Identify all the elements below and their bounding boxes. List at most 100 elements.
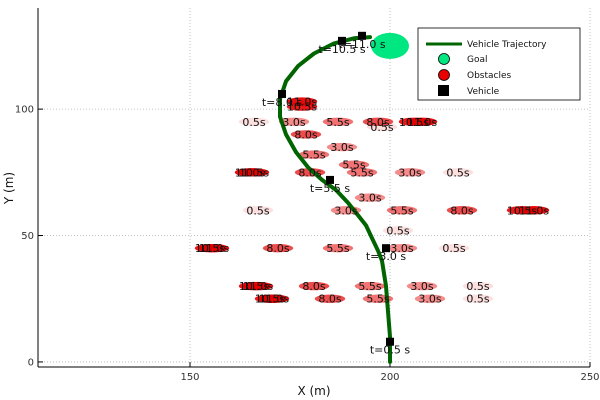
obstacle-marker <box>462 294 494 303</box>
vehicles <box>278 31 394 346</box>
obstacle-time-label: 3.0s <box>334 204 357 217</box>
legend-label-goal: Goal <box>467 55 488 65</box>
obstacle-time-label: 3.0s <box>398 166 421 179</box>
obstacle-time-label: 0.5s <box>446 166 469 179</box>
obstacle-time-label: 5.5s <box>390 204 413 217</box>
obstacle-time-label: 11.0s <box>243 280 273 293</box>
y-tick-label: 100 <box>15 105 34 116</box>
vehicle-labels: t=0.5 s t=3.0 s t=5.5 s t=8.0 s t=10.5 st=11… <box>262 38 411 357</box>
obstacle-time-label: 11.0s <box>287 96 317 109</box>
obstacle-time-label: 0.5s <box>442 242 465 255</box>
obstacle-time-label: 8.0s <box>302 280 325 293</box>
obstacle-time-label: 8.0s <box>294 128 317 141</box>
vehicle-time-label: t=11.0 s <box>338 38 386 51</box>
obstacle-time-label: 5.5s <box>342 159 365 172</box>
obstacle-marker <box>198 243 230 253</box>
obstacle-marker <box>354 281 386 291</box>
legend-obstacle-icon <box>438 69 450 81</box>
x-tick-label: 250 <box>580 372 599 383</box>
obstacle-marker <box>242 206 274 215</box>
legend-label-vehicle: Vehicle <box>467 87 500 97</box>
obstacle-marker <box>386 206 418 215</box>
obstacle-time-label: 3.0s <box>390 242 413 255</box>
obstacle-marker <box>414 294 446 303</box>
axes <box>37 8 590 368</box>
vehicle-marker <box>278 89 286 98</box>
obstacle-marker <box>386 243 418 253</box>
obstacle-marker <box>322 243 354 253</box>
obstacle-time-label: 10.5s <box>239 280 269 293</box>
obstacle-time-label: 3.0s <box>410 280 433 293</box>
obstacle-marker <box>394 168 426 177</box>
obstacle-time-label: 10.5s <box>239 166 269 179</box>
obstacle-time-label: 5.5s <box>366 293 389 306</box>
obstacle-time-label: 11.0s <box>235 166 265 179</box>
obstacle-time-label: 11.0s <box>259 293 289 306</box>
vehicle-time-label: t=8.0 s <box>262 96 303 109</box>
trajectory-line <box>278 35 392 364</box>
obstacles <box>194 97 550 303</box>
obstacle-marker <box>438 243 470 253</box>
trajectory <box>278 35 392 364</box>
legend-label-trajectory: Vehicle Trajectory <box>467 40 547 50</box>
obstacle-time-label: 8.0s <box>318 293 341 306</box>
obstacle-time-label: 3.0s <box>418 293 441 306</box>
obstacle-time-label: 11.0s <box>199 242 229 255</box>
obstacle-time-label: 10.5s <box>255 293 285 306</box>
obstacle-marker <box>242 281 274 291</box>
legend-label-obstacles: Obstacles <box>467 71 512 81</box>
obstacle-time-label: 3.0s <box>330 141 353 154</box>
obstacle-time-label: 5.5s <box>326 242 349 255</box>
obstacle-marker <box>406 117 438 126</box>
obstacle-marker <box>262 243 294 253</box>
obstacle-marker <box>346 168 378 177</box>
obstacle-time-label: 11.0s <box>519 204 549 217</box>
obstacle-marker <box>326 142 358 152</box>
obstacle-time-label: 5.5s <box>358 280 381 293</box>
obstacle-time-label: 3.0s <box>358 192 381 205</box>
vehicle-time-label: t=3.0 s <box>366 250 407 263</box>
obstacle-marker <box>258 294 290 303</box>
obstacle-time-label: 11.0s <box>407 116 437 129</box>
vehicle-marker <box>338 36 346 45</box>
y-tick-label: 0 <box>28 357 34 368</box>
obstacle-marker <box>382 226 414 235</box>
obstacle-time-label: 10.5s <box>195 242 225 255</box>
obstacle-marker <box>234 168 266 177</box>
legend-goal-icon <box>438 53 450 65</box>
legend: Vehicle Trajectory Goal Obstacles Vehicl… <box>417 27 581 101</box>
obstacle-time-label: 8.0s <box>450 204 473 217</box>
obstacle-time-label: 10.5s <box>287 101 317 114</box>
obstacle-marker <box>298 281 330 291</box>
obstacle-marker <box>286 97 318 106</box>
vehicle-marker <box>358 31 366 40</box>
goal <box>371 32 409 59</box>
obstacle-marker <box>338 160 370 169</box>
y-axis-title: Y (m) <box>2 172 16 205</box>
obstacle-marker <box>442 168 474 177</box>
obstacle-marker <box>518 206 550 215</box>
obstacle-marker <box>322 117 354 126</box>
obstacle-time-label: 5.5s <box>350 166 373 179</box>
obstacle-marker <box>406 281 438 291</box>
vehicle-marker <box>382 244 390 253</box>
obstacle-time-label: 0.5s <box>466 280 489 293</box>
obstacle-time-label: 10.5s <box>399 116 429 129</box>
goal-marker <box>371 32 409 59</box>
obstacle-marker <box>278 117 310 126</box>
x-axis-title: X (m) <box>297 384 330 398</box>
obstacle-time-label: 8.0s <box>366 116 389 129</box>
obstacle-marker <box>298 150 330 159</box>
obstacle-marker <box>354 193 386 202</box>
obstacle-time-label: 0.5s <box>386 224 409 237</box>
obstacle-time-label: 0.5s <box>370 121 393 134</box>
obstacle-time-label: 5.5s <box>302 149 325 162</box>
obstacle-time-label: 3.0s <box>282 116 305 129</box>
obstacle-marker <box>314 294 346 303</box>
obstacle-time-label: 0.5s <box>242 116 265 129</box>
x-tick-label: 150 <box>180 372 199 383</box>
vehicle-marker <box>386 337 394 346</box>
legend-vehicle-icon <box>438 85 449 96</box>
